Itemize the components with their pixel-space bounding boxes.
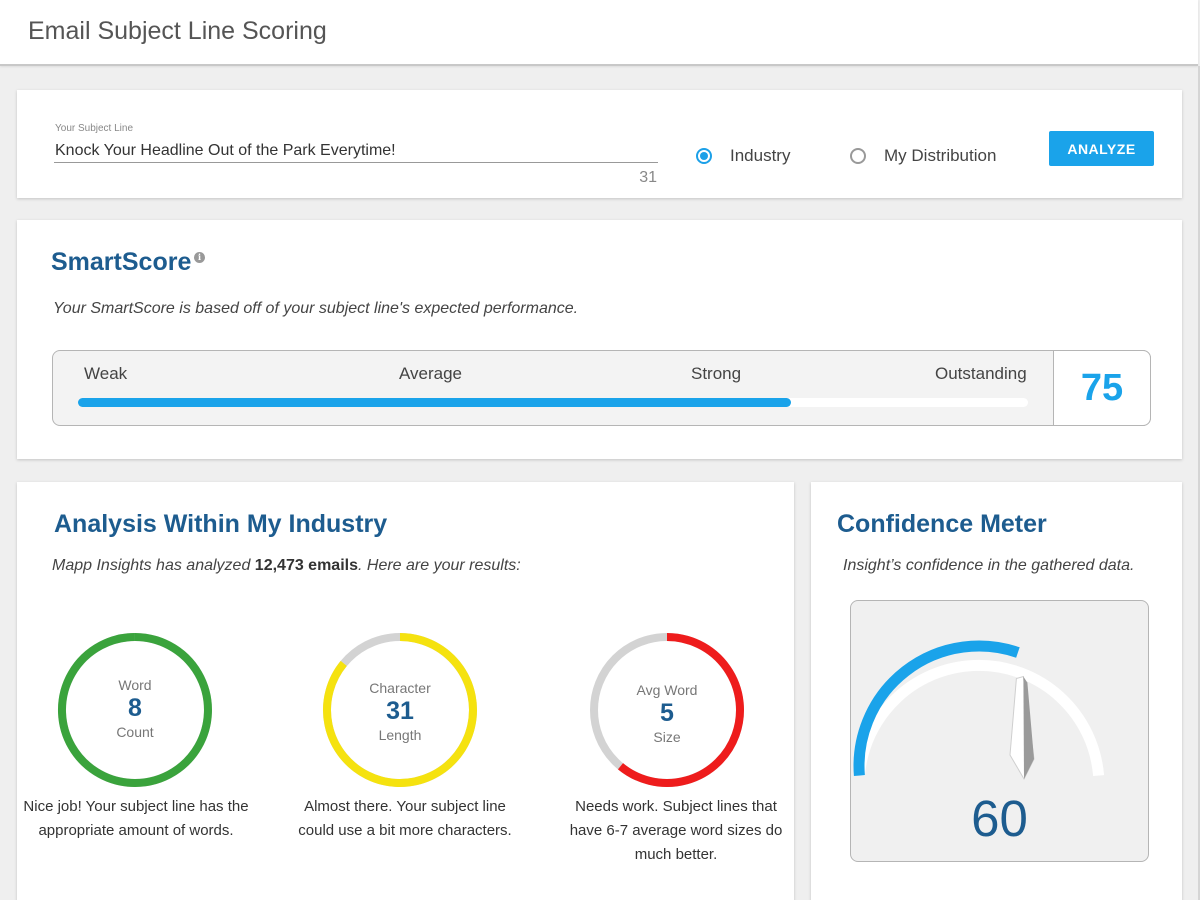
avg-word-size-bottom-label: Size [653, 729, 681, 745]
scale-label-average: Average [399, 364, 463, 383]
scrollbar[interactable] [1198, 66, 1200, 900]
smartscore-value: 75 [1080, 367, 1124, 409]
ring-progress-arc [617, 633, 744, 787]
radio-industry-label: Industry [730, 146, 791, 165]
smartscore-progress-track [78, 398, 1028, 407]
radio-selected-icon [696, 148, 712, 164]
confidence-value: 60 [971, 790, 1028, 847]
scale-label-outstanding: Outstanding [935, 364, 1027, 383]
smartscore-progress-fill [78, 398, 791, 407]
avg-word-size-message: Needs work. Subject lines that have 6-7 … [569, 798, 783, 863]
info-icon[interactable]: i [194, 252, 205, 263]
analysis-description: Mapp Insights has analyzed 12,473 emails… [52, 557, 521, 574]
avg-word-size-top-label: Avg Word [636, 682, 698, 698]
word-count-top-label: Word [118, 677, 152, 693]
word-count-value: 8 [128, 694, 142, 722]
radio-my-distribution-label: My Distribution [884, 146, 997, 165]
character-length-value: 31 [386, 697, 414, 725]
analyzed-count: 12,473 emails [254, 557, 358, 574]
confidence-description: Insight’s confidence in the gathered dat… [843, 557, 1135, 574]
smartscore-value-box: 75 [1053, 350, 1151, 426]
character-length-ring: Character 31 Length [320, 630, 480, 790]
confidence-card: Confidence Meter Insight’s confidence in… [811, 482, 1182, 900]
character-length-ring-graphic [323, 633, 477, 787]
avg-word-size-ring-graphic [590, 633, 744, 787]
subject-line-input[interactable] [54, 139, 658, 163]
character-length-bottom-label: Length [378, 727, 422, 743]
smartscore-meter: Weak Average Strong Outstanding 75 [52, 350, 1151, 426]
word-count-ring-graphic [57, 633, 212, 787]
smartscore-title: SmartScore [51, 248, 192, 276]
gauge-graphic [853, 640, 1105, 781]
subject-line-label: Your Subject Line [55, 123, 134, 134]
page-title: Email Subject Line Scoring [28, 17, 327, 45]
scale-label-strong: Strong [691, 364, 742, 383]
analysis-card: Analysis Within My Industry Mapp Insight… [17, 482, 794, 900]
gauge-needle-shade [1023, 676, 1034, 779]
radio-unselected-icon [850, 148, 866, 164]
radio-my-distribution[interactable]: My Distribution [850, 146, 996, 166]
radio-industry[interactable]: Industry [696, 146, 790, 166]
ring-progress-arc [323, 633, 477, 787]
word-count-message: Nice job! Your subject line has the appr… [23, 798, 249, 839]
smartscore-card: SmartScore i Your SmartScore is based of… [17, 220, 1182, 459]
gauge-track [853, 659, 1105, 777]
character-length-message: Almost there. Your subject line could us… [298, 798, 512, 839]
header-bar: Email Subject Line Scoring [0, 0, 1198, 66]
analyze-button[interactable]: ANALYZE [1049, 131, 1154, 166]
subject-line-card: Your Subject Line 31 Industry My Distrib… [17, 90, 1182, 198]
confidence-gauge: 60 [850, 600, 1149, 862]
gauge-fill [853, 640, 1020, 777]
scale-label-weak: Weak [84, 364, 128, 383]
word-count-ring: Word 8 Count [55, 630, 215, 790]
smartscore-description: Your SmartScore is based off of your sub… [53, 300, 579, 317]
ring-progress-arc [57, 633, 212, 787]
avg-word-size-ring: Avg Word 5 Size [587, 630, 747, 790]
analysis-title: Analysis Within My Industry [54, 510, 388, 538]
character-counter: 31 [639, 169, 657, 186]
character-length-top-label: Character [369, 680, 431, 696]
avg-word-size-value: 5 [660, 699, 674, 727]
confidence-title: Confidence Meter [837, 510, 1047, 538]
word-count-bottom-label: Count [116, 724, 154, 740]
